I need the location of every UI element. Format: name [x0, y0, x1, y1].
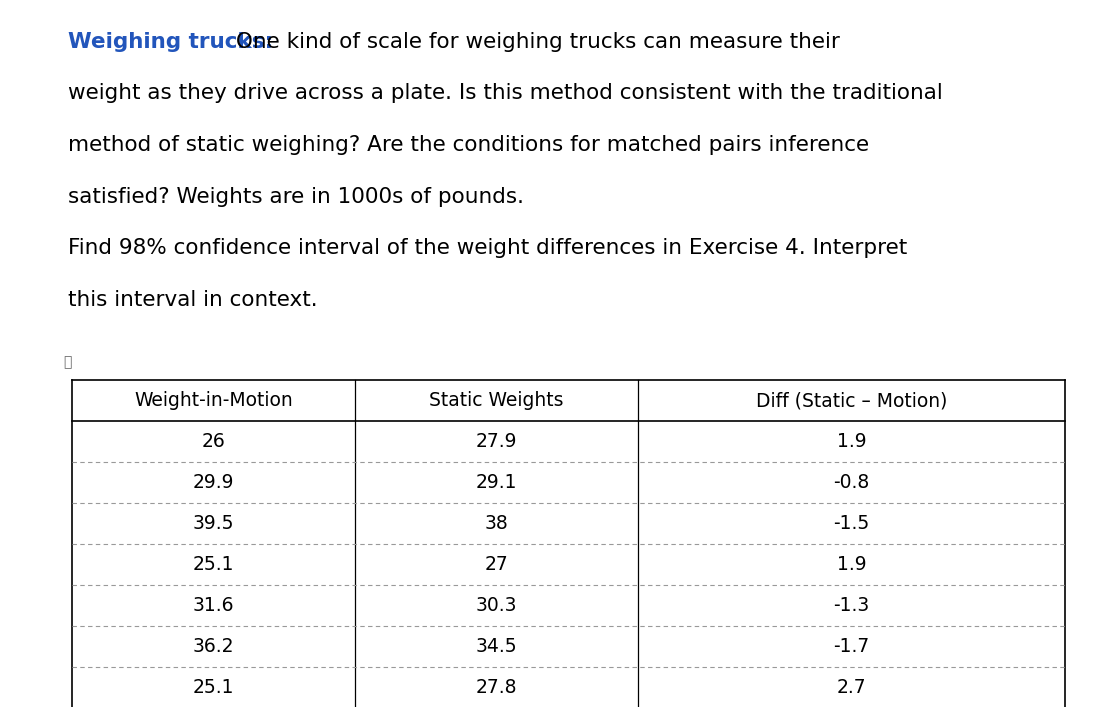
Text: Weighing trucks:: Weighing trucks:	[68, 32, 274, 52]
Text: weight as they drive across a plate. Is this method consistent with the traditio: weight as they drive across a plate. Is …	[68, 83, 943, 103]
Text: 2.7: 2.7	[837, 679, 867, 697]
Text: -0.8: -0.8	[834, 474, 870, 492]
Text: 1.9: 1.9	[837, 556, 867, 574]
Text: Static Weights: Static Weights	[429, 392, 564, 410]
Text: Weight-in-Motion: Weight-in-Motion	[134, 392, 293, 410]
Text: this interval in context.: this interval in context.	[68, 290, 318, 310]
Text: method of static weighing? Are the conditions for matched pairs inference: method of static weighing? Are the condi…	[68, 135, 870, 155]
Text: Find 98% confidence interval of the weight differences in Exercise 4. Interpret: Find 98% confidence interval of the weig…	[68, 238, 907, 258]
Text: 27.9: 27.9	[476, 433, 518, 451]
Text: 25.1: 25.1	[192, 679, 234, 697]
Text: -1.5: -1.5	[834, 515, 870, 533]
Text: 25.1: 25.1	[192, 556, 234, 574]
Text: Diff (Static – Motion): Diff (Static – Motion)	[756, 392, 947, 410]
Text: 29.9: 29.9	[192, 474, 234, 492]
Text: 29.1: 29.1	[476, 474, 518, 492]
Text: 31.6: 31.6	[192, 597, 234, 615]
Text: 36.2: 36.2	[192, 638, 234, 656]
Text: 39.5: 39.5	[192, 515, 234, 533]
Text: One kind of scale for weighing trucks can measure their: One kind of scale for weighing trucks ca…	[229, 32, 839, 52]
Text: ⤢: ⤢	[63, 356, 72, 370]
Text: -1.7: -1.7	[834, 638, 870, 656]
Text: 1.9: 1.9	[837, 433, 867, 451]
Text: 27: 27	[485, 556, 509, 574]
Text: satisfied? Weights are in 1000s of pounds.: satisfied? Weights are in 1000s of pound…	[68, 187, 524, 206]
Text: 38: 38	[485, 515, 509, 533]
Text: 27.8: 27.8	[476, 679, 518, 697]
Text: 34.5: 34.5	[476, 638, 518, 656]
Text: -1.3: -1.3	[834, 597, 870, 615]
Text: 26: 26	[201, 433, 225, 451]
Text: 30.3: 30.3	[476, 597, 518, 615]
